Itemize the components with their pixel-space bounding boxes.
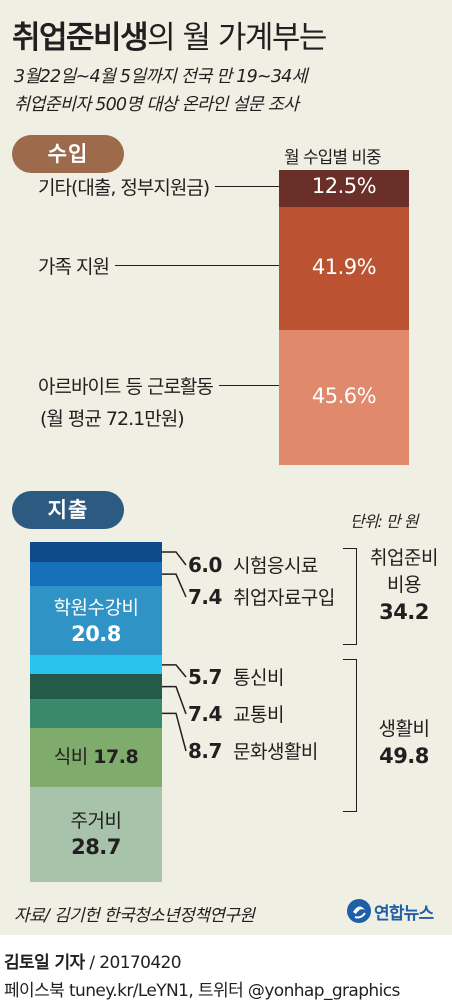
expense-inside-label: 식비 17.8	[30, 744, 162, 770]
income-leader-line	[215, 186, 279, 187]
expense-category-label: 학원수강비	[53, 596, 139, 619]
bracket-job-prep	[343, 548, 357, 645]
expense-category-label: 시험응시료	[221, 555, 318, 577]
income-value-label: 12.5%	[311, 174, 377, 199]
expense-value-label: 7.4	[188, 585, 222, 609]
group-living: 생활비 49.8	[358, 716, 450, 770]
income-value-label: 41.9%	[311, 254, 377, 279]
expense-segment: 식비 17.8	[30, 727, 162, 787]
income-segment: 41.9%	[279, 206, 409, 331]
infographic: 취업준비생의 월 가계부는 3월22일~4월 5일까지 전국 만 19~34세 …	[0, 0, 452, 935]
expense-category-label: 문화생활비	[221, 741, 318, 763]
expense-category-label: 식비	[53, 746, 94, 769]
income-segment: 12.5%	[279, 170, 409, 207]
logo-mark-icon	[347, 899, 371, 923]
income-category-label: 기타(대출, 정부지원금)	[38, 177, 210, 199]
expense-value-label: 5.7	[188, 665, 222, 689]
expense-value-label: 28.7	[71, 835, 121, 860]
income-pill: 수입	[12, 135, 124, 173]
byline-author: 김토일 기자	[4, 953, 85, 973]
expense-side-label: 8.7 문화생활비	[188, 737, 318, 764]
expense-value-label: 8.7	[188, 739, 222, 763]
expense-category-label: 교통비	[221, 704, 284, 726]
group-job-prep-line2: 비용	[387, 574, 421, 596]
expense-category-label: 통신비	[221, 667, 284, 689]
expense-leader-line	[162, 664, 187, 678]
income-note: (월 평균 72.1만원)	[40, 408, 185, 430]
expense-segment	[30, 542, 162, 562]
expense-segment: 학원수강비 20.8	[30, 586, 162, 656]
page-title: 취업준비생의 월 가계부는	[12, 12, 327, 57]
expense-segment	[30, 561, 162, 587]
expense-value-label: 6.0	[188, 553, 222, 577]
expense-bar: 학원수강비 20.8 식비 17.8 주거비 28.7	[30, 542, 162, 882]
income-leader-line	[115, 265, 279, 266]
income-category-label: 아르바이트 등 근로활동	[38, 376, 214, 398]
group-job-prep-total: 34.2	[379, 600, 429, 624]
expense-leader-line	[162, 712, 187, 752]
income-segment: 45.6%	[279, 330, 409, 465]
group-living-total: 49.8	[379, 744, 429, 768]
expense-value-label: 20.8	[71, 621, 121, 646]
byline: 김토일 기자 / 20170420	[4, 948, 182, 973]
byline-date: / 20170420	[84, 953, 181, 973]
expense-category-label: 주거비	[70, 810, 122, 833]
expense-pill: 지출	[12, 491, 124, 529]
subtitle-1: 3월22일~4월 5일까지 전국 만 19~34세	[14, 67, 308, 87]
expense-side-label: 5.7 통신비	[188, 663, 284, 690]
expense-value-label: 17.8	[93, 746, 139, 769]
expense-unit: 단위: 만 원	[350, 512, 418, 531]
group-job-prep: 취업준비 비용 34.2	[358, 545, 450, 626]
expense-category-label: 취업자료구입	[221, 587, 335, 609]
income-bar-title: 월 수입별 비중	[284, 148, 382, 168]
expense-leader-line	[162, 685, 187, 715]
income-category-label: 가족 지원	[38, 256, 110, 278]
logo-text: 연합뉴스	[374, 903, 434, 924]
expense-value-label: 7.4	[188, 702, 222, 726]
income-leader-line	[219, 385, 279, 386]
income-value-label: 45.6%	[311, 383, 377, 408]
income-bar: 12.5% 41.9% 45.6%	[279, 170, 409, 465]
expense-leader-line	[162, 573, 187, 598]
expense-segment	[30, 655, 162, 675]
expense-segment	[30, 674, 162, 699]
source-note: 자료/ 김기헌 한국청소년정책연구원	[14, 906, 255, 926]
expense-segment: 주거비 28.7	[30, 786, 162, 882]
group-living-line1: 생활비	[378, 718, 430, 740]
expense-inside-label: 주거비 28.7	[30, 808, 162, 860]
expense-side-label: 7.4 취업자료구입	[188, 583, 335, 610]
expense-leader-line	[162, 551, 187, 566]
title-rest: 의 월 가계부는	[147, 20, 327, 56]
group-job-prep-line1: 취업준비	[370, 547, 438, 569]
title-bold: 취업준비생	[12, 20, 149, 56]
bracket-living	[343, 659, 357, 812]
expense-side-label: 7.4 교통비	[188, 700, 284, 727]
subtitle-2: 취업준비자 500명 대상 온라인 설문 조사	[14, 95, 299, 115]
expense-inside-label: 학원수강비 20.8	[30, 595, 162, 647]
logo: 연합뉴스	[346, 898, 434, 924]
byline-social: 페이스북 tuney.kr/LeYN1, 트위터 @yonhap_graphic…	[4, 981, 400, 1001]
expense-segment	[30, 698, 162, 728]
expense-side-label: 6.0 시험응시료	[188, 551, 318, 578]
